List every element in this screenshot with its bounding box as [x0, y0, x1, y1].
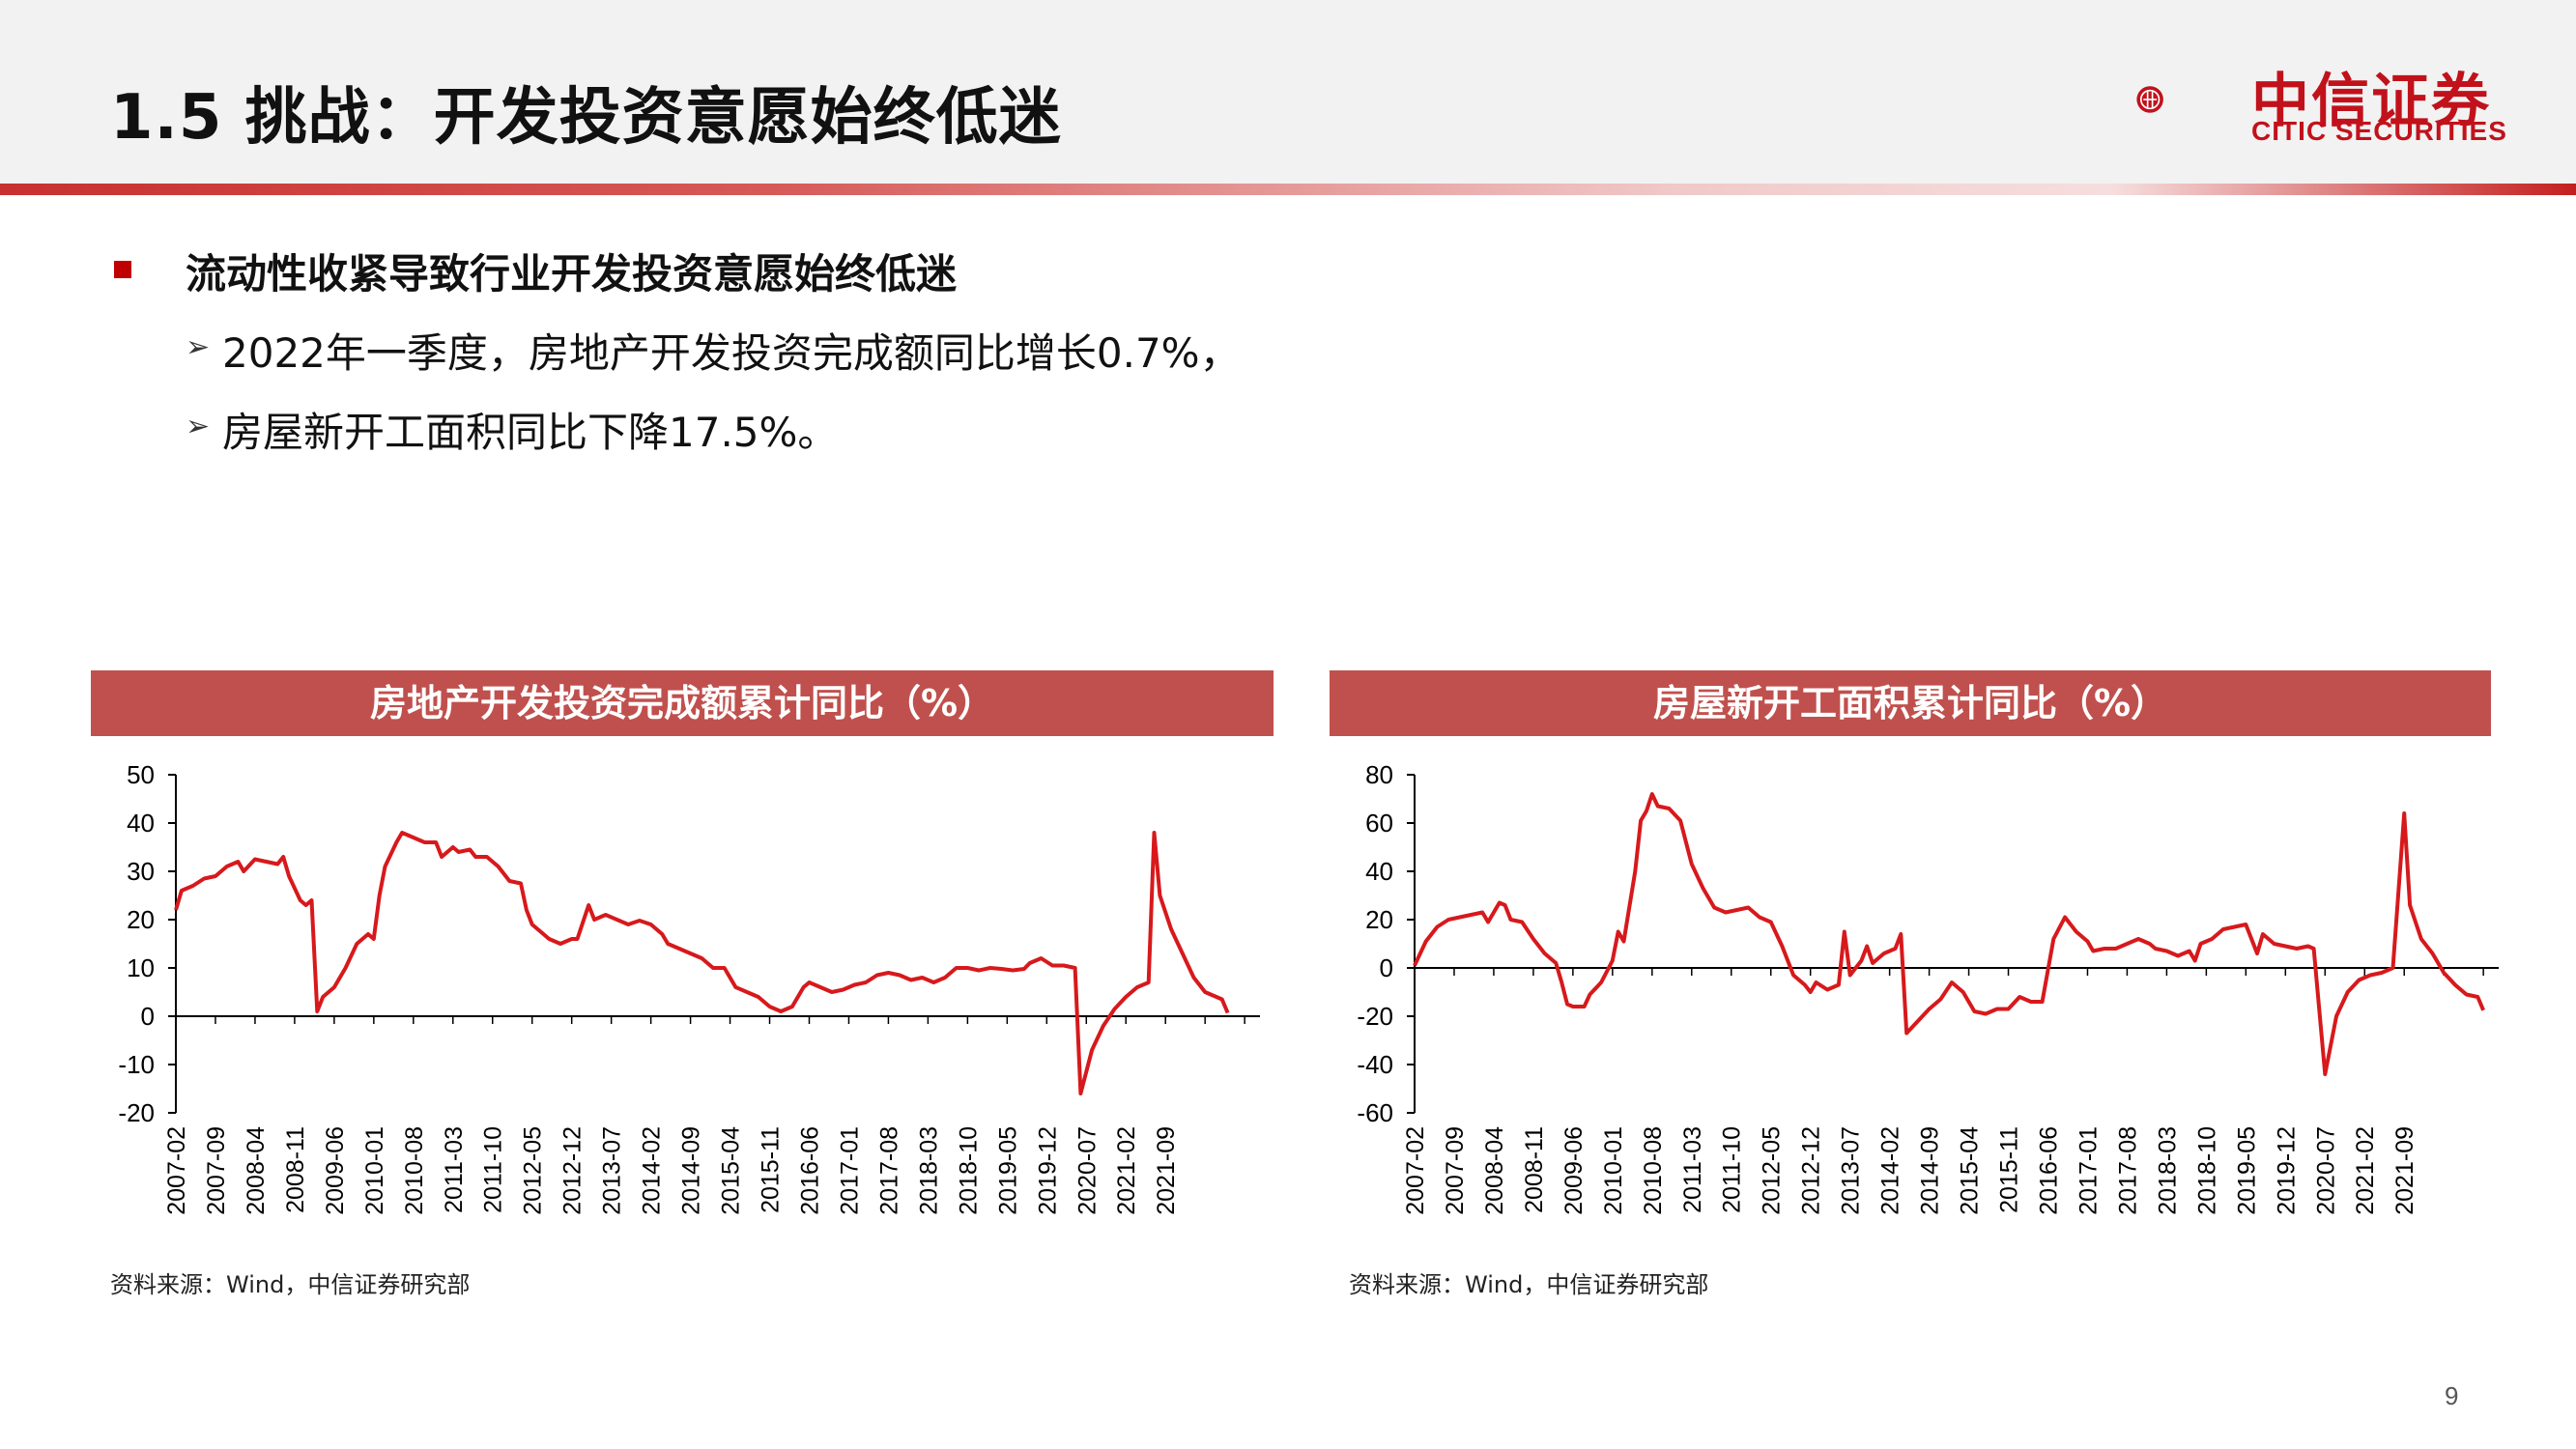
y-tick-label: 20 [127, 905, 155, 934]
chart2-title: 房屋新开工面积累计同比（%） [1330, 670, 2491, 736]
x-tick-label: 2008-04 [1481, 1126, 1508, 1215]
chart2-series-line [1413, 792, 2485, 1076]
x-tick-label: 2021-09 [1153, 1126, 1180, 1215]
x-tick-label: 2016-06 [2035, 1126, 2062, 1215]
x-tick-label: 2014-02 [639, 1126, 666, 1215]
page-number: 9 [2445, 1381, 2459, 1410]
y-tick-label: -20 [118, 1098, 155, 1127]
x-tick-label: 2019-12 [2273, 1126, 2300, 1215]
x-tick-label: 2010-01 [361, 1126, 388, 1215]
y-tick-label: -40 [1357, 1050, 1393, 1079]
chart1-source: 资料来源：Wind，中信证券研究部 [110, 1271, 471, 1298]
x-tick-label: 2009-06 [1560, 1126, 1588, 1215]
x-tick-label: 2015-11 [758, 1126, 785, 1213]
x-tick-label: 2021-02 [1113, 1126, 1140, 1215]
x-tick-label: 2015-04 [718, 1126, 745, 1215]
y-tick-label: 30 [127, 857, 155, 886]
y-tick-label: 40 [1365, 857, 1393, 886]
x-tick-label: 2018-03 [2154, 1126, 2181, 1215]
y-tick-label: -10 [118, 1050, 155, 1079]
chart1-series-line [174, 831, 1230, 1095]
x-tick-label: 2012-05 [1759, 1126, 1786, 1215]
y-tick-label: 40 [127, 809, 155, 838]
x-tick-label: 2012-12 [559, 1126, 587, 1215]
x-tick-label: 2014-09 [1917, 1126, 1944, 1215]
x-tick-label: 2019-12 [1034, 1126, 1061, 1215]
x-tick-label: 2013-07 [599, 1126, 626, 1215]
y-tick-label: -20 [1357, 1002, 1393, 1031]
sub-point-2: 房屋新开工面积同比下降17.5%。 [222, 409, 839, 456]
chart1-investment-yoy: 50 40 30 20 10 0 -10 -20 2007-02 2007-09 2008-04 20… [118, 760, 1260, 1215]
x-tick-label: 2008-11 [1521, 1126, 1548, 1213]
sub-point-1: 2022年一季度，房地产开发投资完成额同比增长0.7%， [222, 329, 1241, 377]
x-tick-label: 2018-03 [915, 1126, 942, 1215]
x-tick-label: 2007-02 [1402, 1126, 1429, 1215]
x-tick-label: 2012-12 [1798, 1126, 1825, 1215]
y-tick-label: 0 [1380, 953, 1393, 982]
x-tick-label: 2017-08 [875, 1126, 902, 1215]
y-tick-label: 80 [1365, 760, 1393, 789]
x-tick-label: 2009-06 [322, 1126, 349, 1215]
x-tick-label: 2014-09 [678, 1126, 705, 1215]
x-tick-label: 2008-04 [243, 1126, 270, 1215]
x-tick-label: 2010-08 [1640, 1126, 1667, 1215]
bullet-square-icon [114, 261, 131, 278]
x-tick-label: 2010-08 [401, 1126, 428, 1215]
x-tick-label: 2021-09 [2391, 1126, 2419, 1215]
x-tick-label: 2011-10 [480, 1126, 507, 1213]
y-tick-label: 10 [127, 953, 155, 982]
x-tick-label: 2010-01 [1600, 1126, 1627, 1215]
x-tick-label: 2011-03 [441, 1126, 468, 1213]
logo-text-en: CITIC SECURITIES [2251, 116, 2507, 146]
x-tick-label: 2011-03 [1679, 1126, 1706, 1213]
x-tick-label: 2016-06 [796, 1126, 823, 1215]
x-tick-label: 2018-10 [955, 1126, 982, 1215]
x-tick-label: 2007-09 [203, 1126, 230, 1215]
x-tick-label: 2020-07 [1073, 1126, 1101, 1215]
x-tick-label: 2011-10 [1719, 1126, 1746, 1213]
x-tick-label: 2013-07 [1838, 1126, 1865, 1215]
bullet-heading: 流动性收紧导致行业开发投资意愿始终低迷 [186, 250, 958, 298]
x-tick-label: 2015-04 [1957, 1126, 1984, 1215]
arrow-bullet-icon: ➢ [186, 331, 211, 363]
logo-text-cn: 中信证券 [2251, 68, 2491, 135]
chart2-source: 资料来源：Wind，中信证券研究部 [1349, 1271, 1709, 1298]
x-tick-label: 2012-05 [520, 1126, 547, 1215]
x-tick-label: 2017-01 [836, 1126, 863, 1215]
x-tick-label: 2014-02 [1877, 1126, 1904, 1215]
x-tick-label: 2019-05 [2233, 1126, 2260, 1215]
x-tick-label: 2019-05 [994, 1126, 1021, 1215]
x-tick-label: 2020-07 [2312, 1126, 2339, 1215]
x-tick-label: 2015-11 [1996, 1126, 2023, 1213]
x-tick-label: 2021-02 [2352, 1126, 2379, 1215]
header-divider [0, 184, 2576, 195]
x-tick-label: 2008-11 [282, 1126, 309, 1213]
y-tick-label: 20 [1365, 905, 1393, 934]
chart1-title: 房地产开发投资完成额累计同比（%） [91, 670, 1274, 736]
x-tick-label: 2017-01 [2075, 1126, 2102, 1215]
arrow-bullet-icon: ➢ [186, 411, 211, 442]
citic-logo-icon [2136, 86, 2163, 113]
chart2-new-starts-yoy: 80 60 40 20 0 -20 -40 -60 2007-02 2007-09 2008-04 2… [1357, 760, 2499, 1215]
x-tick-label: 2007-09 [1442, 1126, 1469, 1215]
y-tick-label: -60 [1357, 1098, 1393, 1127]
y-tick-label: 0 [141, 1002, 155, 1031]
page-title: 1.5 挑战：开发投资意愿始终低迷 [110, 82, 1062, 154]
x-tick-label: 2017-08 [2114, 1126, 2141, 1215]
y-tick-label: 50 [127, 760, 155, 789]
y-tick-label: 60 [1365, 809, 1393, 838]
x-tick-label: 2018-10 [2193, 1126, 2220, 1215]
x-tick-label: 2007-02 [163, 1126, 190, 1215]
